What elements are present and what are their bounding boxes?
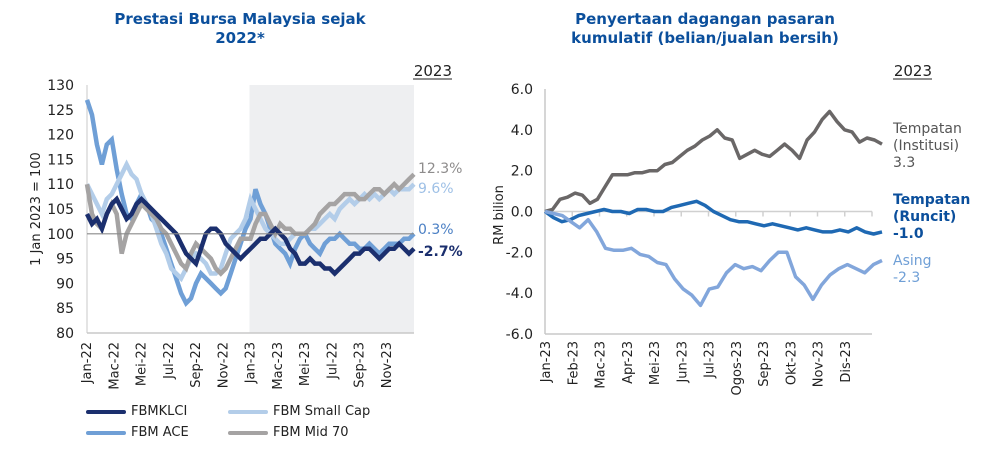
- legend-item-fbm-small-cap: FBM Small Cap: [228, 404, 370, 419]
- end-label-tempatan-institusi-: Tempatan: [892, 121, 962, 137]
- y-tick-label: 95: [56, 252, 74, 268]
- left-chart-title: Prestasi Bursa Malaysia sejak 2022*: [114, 10, 366, 47]
- series-line-fbm-mid-70: [84, 172, 416, 277]
- x-tick-label: Feb-23: [566, 341, 581, 385]
- end-label-fbm-mid-70: 12.3%: [418, 161, 462, 177]
- y-tick-label: 90: [56, 276, 74, 292]
- x-tick-label: Jan-22: [80, 342, 95, 384]
- x-tick-label: Jul-22: [325, 342, 340, 380]
- y-tick-label: 4.0: [511, 123, 533, 139]
- end-label-asing: Asing: [893, 253, 932, 269]
- y-tick-label: 115: [47, 152, 74, 168]
- y-tick-label: 85: [56, 301, 74, 317]
- legend-swatch: [86, 409, 126, 414]
- x-tick-label: Dis-23: [839, 341, 854, 383]
- end-label-fbmklci: -2.7%: [418, 244, 463, 260]
- y-axis-label: 1 Jan 2023 = 100: [29, 152, 44, 266]
- y-tick-label: -2.0: [506, 245, 533, 261]
- x-tick-label: Mac-22: [107, 342, 122, 390]
- y-tick-label: 125: [47, 103, 74, 119]
- end-label-tempatan-institusi-: 3.3: [893, 155, 915, 171]
- x-tick-label: Sep-22: [189, 342, 204, 388]
- x-tick-label: Mei-22: [135, 342, 150, 386]
- x-tick-label: Okt-23: [784, 341, 799, 385]
- right-chart-title: Penyertaan dagangan pasaran kumulatif (b…: [571, 10, 839, 47]
- legend-swatch: [228, 409, 268, 414]
- y-tick-label: 2.0: [511, 164, 533, 180]
- legend-label: FBM ACE: [131, 425, 189, 440]
- x-tick-label: Mei-23: [298, 342, 313, 386]
- x-tick-label: Nov-23: [812, 341, 827, 387]
- x-tick-label: Jan-23: [244, 342, 259, 384]
- legend-swatch: [86, 430, 126, 435]
- y-tick-label: 0.0: [511, 205, 533, 221]
- legend-item-fbm-mid-70: FBM Mid 70: [228, 425, 349, 440]
- y-tick-label: -6.0: [506, 327, 533, 343]
- y-tick-label: 105: [47, 202, 74, 218]
- x-tick-label: Mei-23: [648, 341, 663, 385]
- x-tick-label: Jan-23: [539, 341, 554, 383]
- shaded-2023-region: [249, 85, 414, 333]
- legend-label: FBMKLCI: [131, 404, 188, 419]
- y-tick-label: 130: [47, 78, 74, 94]
- y-tick-label: 80: [56, 326, 74, 342]
- end-label-tempatan-runcit-: -1.0: [893, 226, 924, 242]
- series-line-asing: [544, 209, 883, 308]
- x-tick-label: Apr-23: [621, 341, 636, 384]
- x-tick-label: Nov-22: [216, 342, 231, 388]
- end-label-fbm-small-cap: 9.6%: [418, 181, 454, 197]
- y-tick-label: 110: [47, 177, 74, 193]
- x-tick-label: Nov-23: [380, 342, 395, 388]
- legend-label: FBM Small Cap: [273, 404, 371, 419]
- legend-item-fbm-ace: FBM ACE: [86, 425, 189, 440]
- y-tick-label: 6.0: [511, 82, 533, 98]
- end-label-asing: -2.3: [893, 270, 920, 286]
- legend-item-fbmklci: FBMKLCI: [86, 404, 187, 419]
- x-tick-label: Mac-23: [271, 342, 286, 390]
- series-line-tempatan-institusi-: [544, 109, 883, 214]
- y-tick-label: 100: [47, 227, 74, 243]
- y-tick-label: 120: [47, 128, 74, 144]
- end-label-fbm-ace: 0.3%: [418, 222, 454, 238]
- legend-label: FBM Mid 70: [273, 425, 349, 440]
- end-label-tempatan-institusi-: (Institusi): [893, 138, 959, 154]
- x-tick-label: Sep-23: [757, 341, 772, 387]
- end-label-tempatan-runcit-: Tempatan: [893, 192, 970, 208]
- x-tick-label: Jul-22: [162, 342, 177, 380]
- x-tick-label: Mac-23: [594, 341, 609, 389]
- x-tick-label: Jul-23: [703, 341, 718, 379]
- end-label-tempatan-runcit-: (Runcit): [893, 209, 956, 225]
- series-line-fbmklci: [84, 195, 416, 277]
- x-tick-label: Ogos-23: [730, 341, 745, 395]
- legend-swatch: [228, 430, 268, 435]
- year-label: 2023: [894, 62, 932, 80]
- x-tick-label: Jun-23: [675, 341, 690, 384]
- y-tick-label: -4.0: [506, 286, 533, 302]
- y-axis-label: RM bilion: [492, 185, 507, 245]
- x-tick-label: Sep-23: [353, 342, 368, 388]
- series-line-tempatan-runcit-: [543, 199, 883, 236]
- year-label: 2023: [414, 62, 452, 80]
